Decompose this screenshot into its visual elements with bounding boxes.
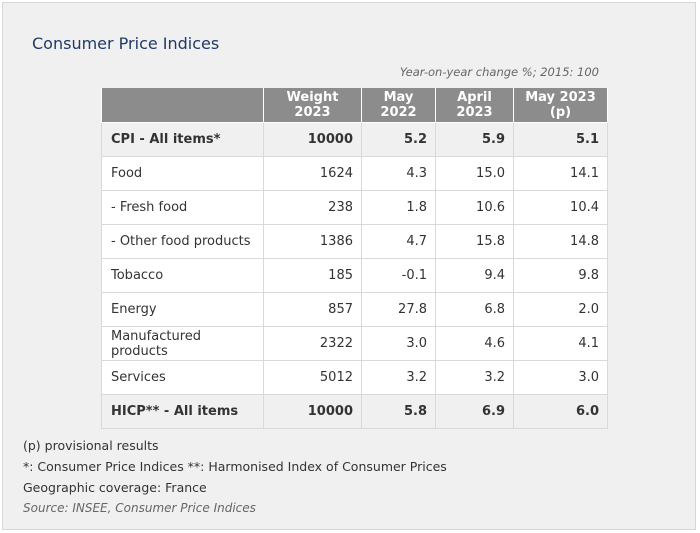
cell-weight-2023: 857	[263, 292, 362, 327]
page-title: Consumer Price Indices	[32, 34, 220, 53]
cell-weight-2023: 1386	[263, 224, 362, 259]
table-header-row: Weight 2023 May 2022 April 2023 May 2023…	[101, 88, 608, 123]
cell-may-2022: 4.3	[361, 156, 436, 191]
header-april-2023: April 2023	[435, 88, 514, 123]
cell-april-2023: 9.4	[435, 258, 514, 293]
row-label: CPI - All items*	[101, 122, 264, 157]
cell-weight-2023: 5012	[263, 360, 362, 395]
cell-may-2022: 5.2	[361, 122, 436, 157]
cell-may-2022: 1.8	[361, 190, 436, 225]
cell-may-2023: 4.1	[513, 326, 608, 361]
cell-may-2023: 14.1	[513, 156, 608, 191]
cell-weight-2023: 10000	[263, 394, 362, 429]
table-row: - Other food products 1386 4.7 15.8 14.8	[101, 224, 608, 259]
note-source: Source: INSEE, Consumer Price Indices	[23, 501, 256, 515]
cell-april-2023: 10.6	[435, 190, 514, 225]
unit-note: Year-on-year change %; 2015: 100	[399, 65, 599, 79]
footnotes: (p) provisional results *: Consumer Pric…	[23, 435, 447, 519]
note-provisional: (p) provisional results	[23, 438, 159, 453]
cell-april-2023: 5.9	[435, 122, 514, 157]
header-stub	[101, 88, 264, 123]
table-row: Energy 857 27.8 6.8 2.0	[101, 292, 608, 327]
cell-may-2023: 6.0	[513, 394, 608, 429]
cell-weight-2023: 10000	[263, 122, 362, 157]
row-label: - Other food products	[101, 224, 264, 259]
cell-april-2023: 3.2	[435, 360, 514, 395]
cell-weight-2023: 185	[263, 258, 362, 293]
cell-may-2023: 14.8	[513, 224, 608, 259]
table-row: Services 5012 3.2 3.2 3.0	[101, 360, 608, 395]
table-row: Tobacco 185 -0.1 9.4 9.8	[101, 258, 608, 293]
header-may-2023: May 2023 (p)	[513, 88, 608, 123]
table-row: HICP** - All items 10000 5.8 6.9 6.0	[101, 394, 608, 429]
header-may-2022: May 2022	[361, 88, 436, 123]
cell-april-2023: 6.8	[435, 292, 514, 327]
cell-april-2023: 15.8	[435, 224, 514, 259]
cell-april-2023: 6.9	[435, 394, 514, 429]
cell-may-2023: 5.1	[513, 122, 608, 157]
note-abbreviations: *: Consumer Price Indices **: Harmonised…	[23, 459, 447, 474]
cell-may-2022: 3.2	[361, 360, 436, 395]
row-label: Services	[101, 360, 264, 395]
cell-may-2023: 10.4	[513, 190, 608, 225]
header-weight-2023: Weight 2023	[263, 88, 362, 123]
cell-may-2023: 9.8	[513, 258, 608, 293]
row-label: Food	[101, 156, 264, 191]
table-row: Manufactured products 2322 3.0 4.6 4.1	[101, 326, 608, 361]
cell-weight-2023: 238	[263, 190, 362, 225]
cpi-table: Weight 2023 May 2022 April 2023 May 2023…	[101, 88, 608, 429]
table-row: Food 1624 4.3 15.0 14.1	[101, 156, 608, 191]
table-body: CPI - All items* 10000 5.2 5.9 5.1 Food 1624 4.…	[101, 122, 608, 429]
cell-may-2022: -0.1	[361, 258, 436, 293]
cell-april-2023: 4.6	[435, 326, 514, 361]
cell-may-2023: 3.0	[513, 360, 608, 395]
row-label: Tobacco	[101, 258, 264, 293]
row-label: - Fresh food	[101, 190, 264, 225]
cell-may-2022: 27.8	[361, 292, 436, 327]
cell-april-2023: 15.0	[435, 156, 514, 191]
table-row: CPI - All items* 10000 5.2 5.9 5.1	[101, 122, 608, 157]
cell-may-2022: 5.8	[361, 394, 436, 429]
table-row: - Fresh food 238 1.8 10.6 10.4	[101, 190, 608, 225]
row-label: HICP** - All items	[101, 394, 264, 429]
row-label: Manufactured products	[101, 326, 264, 361]
cell-may-2022: 3.0	[361, 326, 436, 361]
note-coverage: Geographic coverage: France	[23, 480, 207, 495]
row-label: Energy	[101, 292, 264, 327]
cell-weight-2023: 1624	[263, 156, 362, 191]
cell-weight-2023: 2322	[263, 326, 362, 361]
cell-may-2023: 2.0	[513, 292, 608, 327]
cell-may-2022: 4.7	[361, 224, 436, 259]
